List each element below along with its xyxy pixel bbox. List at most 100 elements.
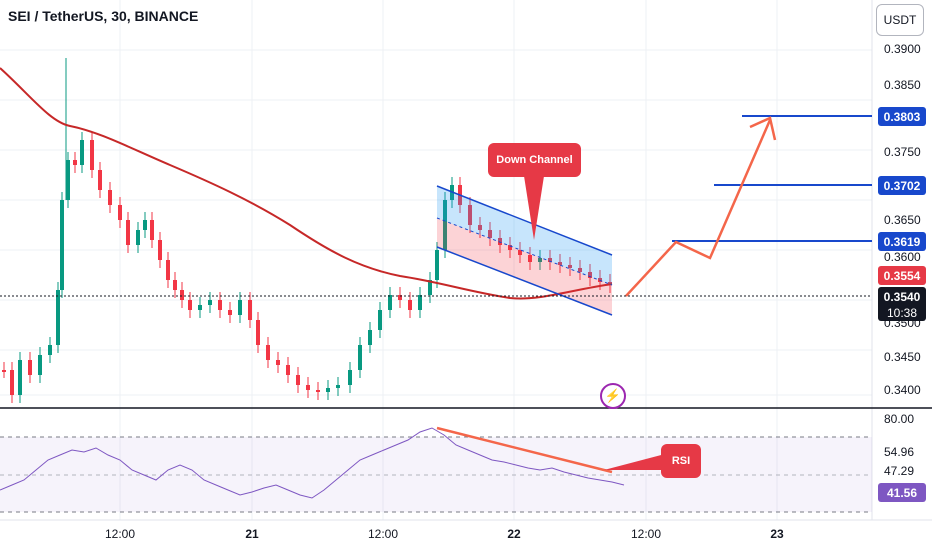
rsi-divergence-line xyxy=(436,426,613,474)
candle-body xyxy=(408,300,412,310)
candle-body xyxy=(56,290,60,345)
candle-body xyxy=(588,272,592,278)
candle-body xyxy=(548,258,552,262)
projection-arrowhead xyxy=(749,116,777,141)
down-channel-top xyxy=(436,185,613,256)
candle-body xyxy=(306,385,310,390)
candle-body xyxy=(98,170,102,190)
down-channel-fill-lower xyxy=(437,218,612,315)
level-badge-3803: 0.3803 xyxy=(878,107,926,126)
candle-body xyxy=(238,300,242,315)
price-tick: 0.3450 xyxy=(884,350,921,364)
candle-body xyxy=(108,190,112,205)
rsi-line xyxy=(0,427,625,499)
candle-body xyxy=(28,360,32,375)
candle-body xyxy=(388,295,392,310)
price-tick: 0.3650 xyxy=(884,213,921,227)
candle-body xyxy=(435,250,439,280)
candle-body xyxy=(498,238,502,245)
candle-body xyxy=(418,295,422,310)
time-tick: 12:00 xyxy=(630,527,662,541)
candle-body xyxy=(80,140,84,165)
chart-title: SEI / TetherUS, 30, BINANCE xyxy=(8,8,199,24)
rsi-current-badge: 41.56 xyxy=(878,483,926,502)
candle-body xyxy=(10,370,14,395)
candle-body xyxy=(368,330,372,345)
time-tick: 12:00 xyxy=(104,527,136,541)
rsi-callout[interactable]: RSI xyxy=(661,444,701,478)
candle-body xyxy=(468,205,472,225)
candle-body xyxy=(428,280,432,295)
candle-body xyxy=(166,260,170,280)
projection-arrow xyxy=(625,119,772,297)
currency-button[interactable]: USDT xyxy=(876,4,924,36)
candle-body xyxy=(126,220,130,245)
candle-body xyxy=(316,390,320,392)
ma-price-badge: 0.3554 xyxy=(878,266,926,285)
candle-body xyxy=(188,300,192,310)
candle-body xyxy=(326,388,330,392)
candle-body xyxy=(18,360,22,395)
candle-body xyxy=(173,280,177,290)
candle-body xyxy=(518,250,522,255)
candle-body xyxy=(38,355,42,375)
candle-body xyxy=(538,258,542,262)
candle-body xyxy=(158,240,162,260)
rsi-tick: 47.29 xyxy=(884,464,915,478)
candle-body xyxy=(136,230,140,245)
bar-countdown: 10:38 xyxy=(878,304,926,321)
candle-body xyxy=(208,300,212,305)
down-channel-callout-pointer xyxy=(524,176,544,240)
candle-body xyxy=(478,225,482,230)
candle-body xyxy=(378,310,382,330)
candle-body xyxy=(2,370,6,372)
candles-group xyxy=(2,58,612,403)
candle-body xyxy=(398,295,402,300)
candle-body xyxy=(256,320,260,345)
candle-body xyxy=(528,255,532,262)
candle-body xyxy=(143,220,147,230)
candle-body xyxy=(286,365,290,375)
candle-body xyxy=(228,310,232,315)
candle-body xyxy=(73,160,77,165)
price-tick: 0.3600 xyxy=(884,250,921,264)
level-badge-3619: 0.3619 xyxy=(878,232,926,251)
time-tick: 23 xyxy=(770,527,784,541)
time-tick: 22 xyxy=(507,527,521,541)
candle-body xyxy=(296,375,300,385)
candle-body xyxy=(488,230,492,238)
price-tick: 0.3900 xyxy=(884,42,921,56)
candle-body xyxy=(150,220,154,240)
down-channel-fill-upper xyxy=(437,186,612,285)
down-channel-bottom xyxy=(436,246,613,316)
candle-body xyxy=(66,160,70,200)
rsi-tick: 54.96 xyxy=(884,445,915,459)
candle-body xyxy=(118,205,122,220)
price-tick: 0.3400 xyxy=(884,383,921,397)
down-channel-mid xyxy=(436,217,613,286)
level-badge-3702: 0.3702 xyxy=(878,176,926,195)
lightning-icon[interactable]: ⚡ xyxy=(600,383,626,409)
candle-body xyxy=(248,300,252,320)
candle-body xyxy=(90,140,94,170)
price-tick: 0.3750 xyxy=(884,145,921,159)
candle-body xyxy=(266,345,270,360)
candle-body xyxy=(218,300,222,310)
time-tick: 21 xyxy=(245,527,259,541)
last-price-badge: 0.3540 xyxy=(878,287,926,306)
price-tick: 0.3850 xyxy=(884,78,921,92)
candle-body xyxy=(336,385,340,388)
candle-body xyxy=(180,290,184,300)
candle-body xyxy=(578,268,582,272)
candle-body xyxy=(508,245,512,250)
moving-average-line xyxy=(0,67,613,300)
candle-body xyxy=(358,345,362,370)
candle-body xyxy=(48,345,52,355)
candle-body xyxy=(198,305,202,310)
candle-body xyxy=(60,200,64,290)
down-channel-callout[interactable]: Down Channel xyxy=(488,143,581,177)
time-tick: 12:00 xyxy=(367,527,399,541)
candle-body xyxy=(558,262,562,265)
candle-body xyxy=(568,265,572,268)
